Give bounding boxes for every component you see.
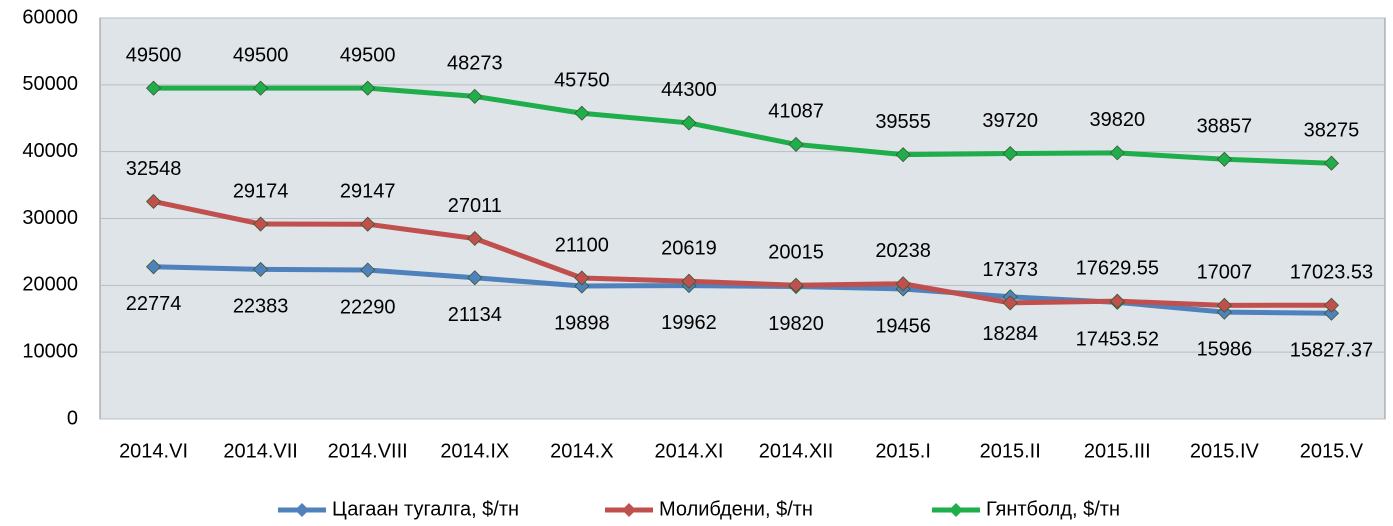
data-label: 17007 [1197, 262, 1253, 284]
marker [1216, 151, 1232, 167]
data-label: 17453.52 [1076, 329, 1159, 351]
legend-marker [949, 503, 963, 517]
marker [681, 115, 697, 131]
y-tick-label: 50000 [22, 73, 78, 95]
data-label: 19898 [554, 312, 610, 334]
data-label: 22383 [233, 296, 289, 318]
data-label: 15827.37 [1290, 340, 1373, 362]
marker [253, 216, 269, 232]
marker [681, 273, 697, 289]
marker [574, 270, 590, 286]
data-label: 19962 [661, 312, 717, 334]
y-tick-label: 60000 [22, 6, 78, 28]
x-tick-label: 2015.III [1084, 440, 1151, 462]
marker [145, 193, 162, 210]
marker [574, 278, 590, 294]
marker [788, 136, 804, 152]
data-label: 49500 [126, 44, 182, 66]
data-label: 17023.53 [1290, 262, 1373, 284]
data-label: 19456 [875, 315, 931, 337]
data-label: 32548 [126, 158, 182, 180]
marker [1323, 155, 1340, 171]
x-tick-label: 2014.XI [654, 440, 723, 462]
data-label: 29174 [233, 180, 289, 202]
series-line [153, 85, 1332, 166]
data-label: 21100 [555, 234, 609, 256]
data-label: 44300 [661, 79, 717, 101]
data-label: 22290 [340, 296, 396, 318]
marker [1216, 297, 1232, 313]
marker [574, 105, 590, 121]
data-label: 20015 [768, 242, 824, 264]
data-label: 49500 [340, 44, 396, 66]
marker [895, 276, 911, 292]
data-label: 38275 [1304, 119, 1360, 141]
marker [1323, 305, 1340, 321]
data-label: 22774 [126, 293, 182, 315]
x-tick-label: 2014.VIII [328, 440, 408, 462]
marker [253, 261, 269, 277]
series-line [153, 199, 1332, 308]
y-tick-label: 30000 [22, 207, 78, 229]
x-tick-label: 2014.X [550, 440, 613, 462]
marker [467, 88, 483, 104]
marker [145, 80, 162, 96]
marker [1109, 145, 1125, 161]
marker [788, 277, 804, 293]
data-label: 38857 [1197, 116, 1253, 138]
data-label: 20238 [875, 240, 931, 262]
data-label: 20619 [661, 237, 717, 259]
marker [1109, 293, 1125, 309]
y-tick-label: 40000 [22, 140, 78, 162]
data-label: 15986 [1197, 338, 1253, 360]
x-tick-label: 2014.VI [119, 440, 188, 462]
legend-marker [622, 503, 636, 517]
data-label: 17373 [982, 259, 1038, 281]
legend-label: Цагаан тугалга, $/тн [332, 498, 519, 520]
marker [253, 80, 269, 96]
legend-label: Гянтболд, $/тн [986, 498, 1120, 520]
marker [1002, 295, 1018, 311]
x-tick-label: 2015.V [1300, 440, 1364, 462]
y-tick-label: 20000 [22, 274, 78, 296]
marker [467, 270, 483, 286]
marker [467, 230, 483, 247]
data-label: 39820 [1089, 109, 1145, 131]
data-label: 17629.55 [1076, 257, 1159, 279]
marker [360, 262, 376, 278]
data-label: 27011 [448, 195, 502, 217]
marker [1323, 297, 1340, 313]
marker [145, 259, 162, 275]
data-label: 48273 [447, 53, 503, 75]
y-tick-label: 0 [67, 407, 78, 429]
marker [1002, 145, 1018, 162]
marker [895, 147, 911, 163]
marker [360, 80, 376, 96]
data-label: 19820 [768, 313, 824, 335]
y-tick-label: 10000 [22, 340, 78, 362]
data-label: 41087 [768, 101, 824, 123]
x-tick-label: 2014.XII [759, 440, 834, 462]
x-tick-label: 2015.II [980, 440, 1041, 462]
x-tick-label: 2015.I [875, 440, 931, 462]
data-label: 45750 [554, 70, 610, 92]
data-label: 21134 [448, 304, 502, 326]
x-tick-label: 2015.IV [1190, 440, 1260, 462]
legend-marker [295, 503, 309, 517]
x-tick-label: 2014.VII [223, 440, 298, 462]
x-tick-label: 2014.IX [440, 440, 509, 462]
data-label: 18284 [982, 323, 1038, 345]
data-label: 39555 [875, 111, 931, 133]
data-label: 39720 [982, 110, 1038, 132]
data-label: 49500 [233, 44, 289, 66]
data-label: 29147 [340, 180, 396, 202]
marker [360, 216, 376, 232]
legend-label: Молибдени, $/тн [659, 498, 813, 520]
